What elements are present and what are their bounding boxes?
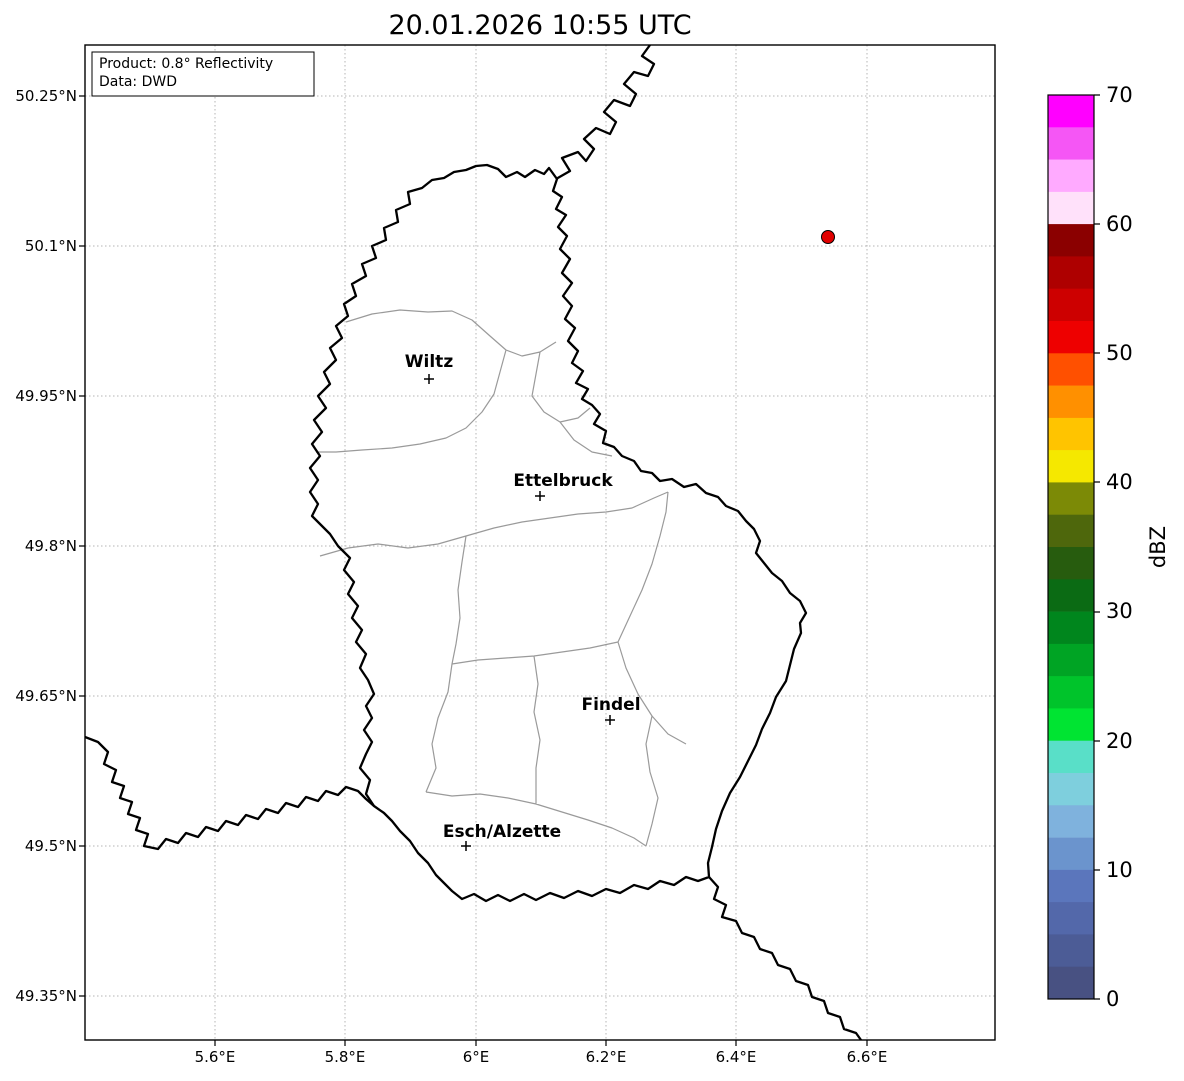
- colorbar-segment: [1048, 902, 1094, 935]
- x-tick-label: 6.2°E: [586, 1048, 627, 1066]
- colorbar-tick-label: 20: [1106, 729, 1133, 753]
- city-label: Wiltz: [405, 352, 454, 372]
- colorbar-segment: [1048, 837, 1094, 871]
- colorbar-segment: [1048, 773, 1094, 806]
- y-tick-label: 50.25°N: [15, 87, 77, 105]
- colorbar-segment: [1048, 676, 1094, 709]
- colorbar-segment: [1048, 256, 1094, 289]
- city-marker-plus-icon: [461, 841, 471, 851]
- colorbar-segment: [1048, 740, 1094, 774]
- colorbar-segment: [1048, 869, 1094, 903]
- map-layer: Wiltz Ettelbruck Findel Esch/Alzette: [85, 45, 862, 1040]
- product-info-line1: Product: 0.8° Reflectivity: [99, 56, 273, 72]
- colorbar-tick-label: 0: [1106, 987, 1119, 1011]
- x-tick-label: 5.8°E: [325, 1048, 366, 1066]
- y-tick-label: 49.8°N: [25, 537, 77, 555]
- city-marker-plus-icon: [535, 491, 545, 501]
- city-marker-plus-icon: [424, 374, 434, 384]
- colorbar-frame: [1047, 94, 1095, 1000]
- colorbar-segment: [1048, 482, 1094, 515]
- colorbar-segment: [1048, 547, 1094, 580]
- colorbar-segment: [1048, 579, 1094, 612]
- plot-frame: [84, 44, 996, 1041]
- colorbar-segment: [1048, 95, 1094, 128]
- colorbar-tick-label: 50: [1106, 341, 1133, 365]
- city-label: Ettelbruck: [513, 471, 613, 491]
- x-tick-label: 6.4°E: [716, 1048, 757, 1066]
- colorbar-segment: [1048, 643, 1094, 677]
- radar-echo-dot: [821, 230, 835, 244]
- luxembourg-border-path: [308, 163, 808, 903]
- colorbar-segment: [1048, 417, 1094, 451]
- colorbar: 70 60 50 40 30 20 10 0 dBZ: [1047, 83, 1170, 1011]
- colorbar-segment: [1048, 159, 1094, 193]
- product-info-line2: Data: DWD: [99, 74, 177, 90]
- colorbar-segment: [1048, 288, 1094, 322]
- city-label: Esch/Alzette: [443, 822, 561, 842]
- city-marker-plus-icon: [605, 715, 615, 725]
- colorbar-segment: [1048, 708, 1094, 741]
- belgium-germany-border-path: [555, 45, 656, 180]
- colorbar-tick-label: 30: [1106, 599, 1133, 623]
- colorbar-segment: [1048, 321, 1094, 354]
- city-wiltz: Wiltz: [405, 352, 454, 384]
- colorbar-segment: [1048, 385, 1094, 419]
- colorbar-segment: [1048, 966, 1094, 999]
- colorbar-segment: [1048, 611, 1094, 645]
- x-tick-label: 5.6°E: [195, 1048, 236, 1066]
- y-tick-label: 49.95°N: [15, 387, 77, 405]
- x-tick-label: 6°E: [463, 1048, 490, 1066]
- colorbar-tick-label: 60: [1106, 212, 1133, 236]
- colorbar-unit-label: dBZ: [1146, 526, 1170, 568]
- axis-ticks: [79, 95, 868, 1046]
- y-tick-label: 49.35°N: [15, 987, 77, 1005]
- y-tick-label: 49.5°N: [25, 837, 77, 855]
- city-findel: Findel: [581, 695, 641, 725]
- grid-lines: [85, 45, 995, 1040]
- colorbar-segment: [1048, 353, 1094, 386]
- colorbar-segment: [1048, 514, 1094, 548]
- colorbar-tick-label: 40: [1106, 470, 1133, 494]
- colorbar-tick-label: 70: [1106, 83, 1133, 107]
- figure-title: 20.01.2026 10:55 UTC: [388, 10, 691, 41]
- city-label: Findel: [581, 695, 640, 715]
- colorbar-segment: [1048, 127, 1094, 160]
- x-tick-label: 6.6°E: [847, 1048, 888, 1066]
- city-esch-alzette: Esch/Alzette: [443, 822, 561, 851]
- product-info-box-frame: [91, 51, 315, 97]
- y-tick-label: 50.1°N: [25, 237, 77, 255]
- colorbar-ticks: [1094, 94, 1100, 1000]
- city-ettelbruck: Ettelbruck: [513, 471, 613, 501]
- colorbar-segment: [1048, 224, 1094, 257]
- france-germany-border-path: [708, 876, 862, 1040]
- colorbar-segment: [1048, 805, 1094, 838]
- colorbar-tick-label: 10: [1106, 858, 1133, 882]
- colorbar-segment: [1048, 450, 1094, 483]
- product-info-box: Product: 0.8° Reflectivity Data: DWD: [91, 51, 315, 97]
- district-borders-path: [316, 309, 687, 847]
- y-tick-label: 49.65°N: [15, 687, 77, 705]
- france-belgium-border-path: [85, 735, 375, 851]
- colorbar-segment: [1048, 934, 1094, 967]
- colorbar-segment: [1048, 191, 1094, 225]
